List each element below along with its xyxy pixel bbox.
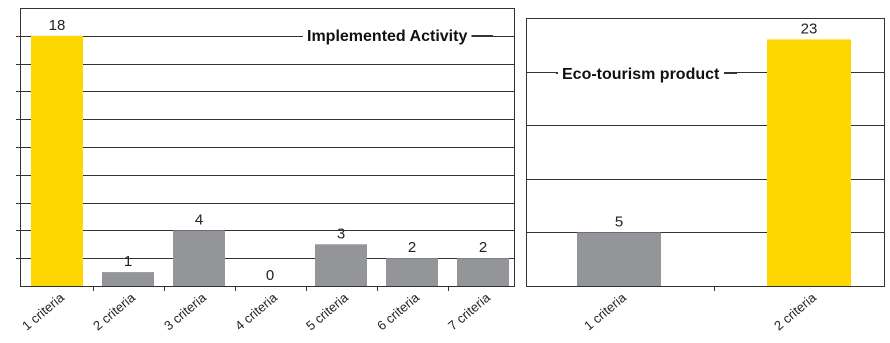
- bar-2-criteria: [102, 272, 154, 286]
- category-label: 1 criteria: [581, 289, 629, 333]
- category-label: 7 criteria: [445, 289, 493, 333]
- value-label: 2: [408, 239, 416, 256]
- category-label: 2 criteria: [90, 289, 138, 333]
- bar-1-criteria: [31, 35, 83, 286]
- plot-frame: [20, 8, 515, 287]
- bar-2-criteria: [767, 39, 851, 286]
- bar-7-criteria: [457, 258, 509, 286]
- category-label: 5 criteria: [303, 289, 351, 333]
- bar-1-criteria: [577, 232, 661, 286]
- value-label: 5: [615, 213, 623, 230]
- value-label: 4: [195, 211, 203, 228]
- chart-title: Eco-tourism product: [562, 66, 720, 83]
- plot-frame: [526, 18, 885, 287]
- category-label: 4 criteria: [232, 289, 280, 333]
- value-label: 0: [266, 267, 274, 284]
- value-label: 2: [479, 239, 487, 256]
- category-label: 2 criteria: [771, 289, 819, 333]
- bar-5-criteria: [315, 244, 367, 286]
- category-label: 6 criteria: [374, 289, 422, 333]
- chart-implemented-activity: 18 1 criteria 1 2 criteria 4 3 criteria 0 4 cri…: [16, 8, 515, 333]
- value-label: 23: [801, 20, 818, 37]
- chart-title: Implemented Activity: [307, 28, 467, 45]
- bar-3-criteria: [173, 230, 225, 286]
- value-label: 1: [124, 253, 132, 270]
- value-label: 18: [49, 17, 66, 34]
- chart-eco-tourism-product: 5 1 criteria 23 2 criteria Eco-tourism produ…: [526, 18, 885, 333]
- chart-title-background: [558, 65, 725, 84]
- chart-title-background: [303, 27, 472, 46]
- category-label: 1 criteria: [19, 289, 67, 333]
- value-label: 3: [337, 225, 345, 242]
- category-label: 3 criteria: [161, 289, 209, 333]
- bar-6-criteria: [386, 258, 438, 286]
